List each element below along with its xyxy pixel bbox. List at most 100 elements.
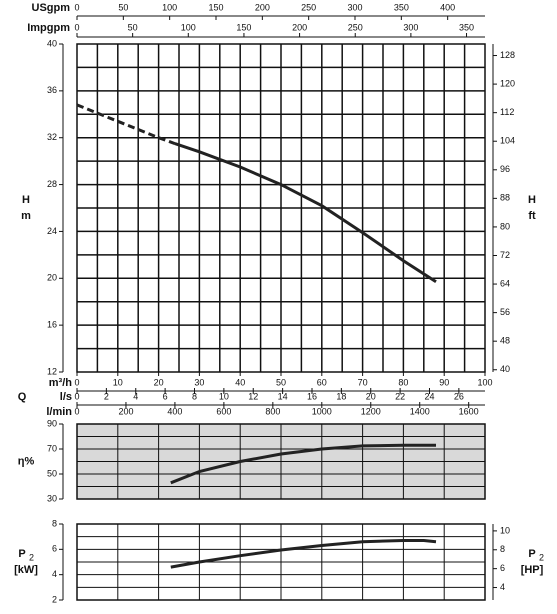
bottom-tick-label: 1200 bbox=[361, 406, 381, 416]
y2-tick-label: 10 bbox=[500, 525, 510, 535]
x-tick-label: 100 bbox=[477, 377, 492, 387]
top-axis-label: USgpm bbox=[32, 2, 71, 14]
bottom-tick-label: 4 bbox=[133, 391, 138, 401]
y2-tick-label: 112 bbox=[500, 107, 514, 117]
top-tick-label: 0 bbox=[74, 22, 79, 32]
y2-tick-label: 4 bbox=[500, 582, 505, 592]
y2-tick-label: 64 bbox=[500, 278, 510, 288]
bottom-tick-label: 24 bbox=[424, 391, 434, 401]
top-tick-label: 250 bbox=[348, 22, 363, 32]
bottom-tick-label: 8 bbox=[192, 391, 197, 401]
y-tick-label: 4 bbox=[52, 569, 57, 579]
bottom-tick-label: 26 bbox=[454, 391, 464, 401]
top-tick-label: 150 bbox=[208, 2, 223, 12]
y2-axis-label-unit: [HP] bbox=[521, 564, 544, 576]
bottom-tick-label: 20 bbox=[366, 391, 376, 401]
top-tick-label: 400 bbox=[440, 2, 455, 12]
y-axis-label: η% bbox=[18, 455, 35, 467]
y-tick-label: 20 bbox=[47, 273, 57, 283]
x-tick-label: 80 bbox=[398, 377, 408, 387]
y2-axis-label: P bbox=[528, 548, 535, 560]
y2-axis-label: H bbox=[528, 194, 536, 206]
x-tick-label: 30 bbox=[194, 377, 204, 387]
top-tick-label: 50 bbox=[128, 22, 138, 32]
curve bbox=[174, 142, 437, 284]
bottom-axis-label: l/s bbox=[60, 391, 72, 403]
bottom-tick-label: 10 bbox=[219, 391, 229, 401]
bottom-tick-label: 1000 bbox=[312, 406, 332, 416]
x-tick-label: 40 bbox=[235, 377, 245, 387]
bottom-tick-label: 1400 bbox=[410, 406, 430, 416]
y2-tick-label: 48 bbox=[500, 336, 510, 346]
y2-tick-label: 128 bbox=[500, 50, 515, 60]
top-tick-label: 200 bbox=[255, 2, 270, 12]
y2-tick-label: 72 bbox=[500, 250, 510, 260]
q-label: Q bbox=[18, 391, 27, 403]
bottom-tick-label: 2 bbox=[104, 391, 109, 401]
top-tick-label: 150 bbox=[236, 22, 251, 32]
y2-tick-label: 80 bbox=[500, 221, 510, 231]
y2-tick-label: 56 bbox=[500, 307, 510, 317]
x-tick-label: 0 bbox=[74, 377, 79, 387]
top-tick-label: 350 bbox=[459, 22, 474, 32]
bottom-axis-label: l/min bbox=[46, 406, 72, 418]
bottom-tick-label: 18 bbox=[336, 391, 346, 401]
y-tick-label: 90 bbox=[47, 418, 57, 428]
bottom-tick-label: 12 bbox=[248, 391, 258, 401]
bottom-tick-label: 6 bbox=[163, 391, 168, 401]
top-tick-label: 250 bbox=[301, 2, 316, 12]
curve bbox=[170, 539, 437, 569]
y2-axis-label-sub: 2 bbox=[539, 552, 544, 562]
y-tick-label: 50 bbox=[47, 468, 57, 478]
y-tick-label: 40 bbox=[47, 38, 57, 48]
x-tick-label: 50 bbox=[276, 377, 286, 387]
x-tick-label: 60 bbox=[317, 377, 327, 387]
top-tick-label: 0 bbox=[74, 2, 79, 12]
top-tick-label: 100 bbox=[181, 22, 196, 32]
y2-tick-label: 6 bbox=[500, 563, 505, 573]
y-tick-label: 16 bbox=[47, 320, 57, 330]
y-tick-label: 36 bbox=[47, 85, 57, 95]
top-tick-label: 50 bbox=[118, 2, 128, 12]
bottom-tick-label: 200 bbox=[118, 406, 133, 416]
y2-tick-label: 8 bbox=[500, 544, 505, 554]
bottom-tick-label: 0 bbox=[74, 391, 79, 401]
top-tick-label: 200 bbox=[292, 22, 307, 32]
y-tick-label: 32 bbox=[47, 132, 57, 142]
bottom-tick-label: 16 bbox=[307, 391, 317, 401]
y-tick-label: 6 bbox=[52, 544, 57, 554]
bottom-tick-label: 22 bbox=[395, 391, 405, 401]
y-tick-label: 30 bbox=[47, 493, 57, 503]
x-tick-label: 70 bbox=[358, 377, 368, 387]
y2-tick-label: 96 bbox=[500, 164, 510, 174]
y-axis-label: m bbox=[21, 210, 31, 222]
y2-tick-label: 40 bbox=[500, 364, 510, 374]
x-tick-label: 20 bbox=[154, 377, 164, 387]
bottom-tick-label: 14 bbox=[278, 391, 288, 401]
bottom-tick-label: 1600 bbox=[459, 406, 479, 416]
y-axis-label-sub: 2 bbox=[29, 552, 34, 562]
y-tick-label: 24 bbox=[47, 226, 57, 236]
top-tick-label: 300 bbox=[347, 2, 362, 12]
curve bbox=[170, 443, 436, 485]
y-tick-label: 28 bbox=[47, 179, 57, 189]
top-axis-label: Impgpm bbox=[27, 22, 70, 34]
top-tick-label: 100 bbox=[162, 2, 177, 12]
top-tick-label: 350 bbox=[394, 2, 409, 12]
y-axis-label: H bbox=[22, 194, 30, 206]
y2-tick-label: 104 bbox=[500, 136, 515, 146]
y-tick-label: 12 bbox=[47, 366, 57, 376]
x-tick-label: 90 bbox=[439, 377, 449, 387]
bottom-tick-label: 0 bbox=[74, 406, 79, 416]
y2-tick-label: 88 bbox=[500, 193, 510, 203]
y-tick-label: 2 bbox=[52, 594, 57, 604]
y-tick-label: 70 bbox=[47, 443, 57, 453]
x-axis-label: m³/h bbox=[49, 377, 73, 389]
y2-axis-label: ft bbox=[528, 210, 536, 222]
y-axis-label-unit: [kW] bbox=[14, 564, 38, 576]
bottom-tick-label: 600 bbox=[216, 406, 231, 416]
y-tick-label: 8 bbox=[52, 518, 57, 528]
y2-tick-label: 120 bbox=[500, 78, 515, 88]
y-axis-label: P bbox=[18, 548, 25, 560]
